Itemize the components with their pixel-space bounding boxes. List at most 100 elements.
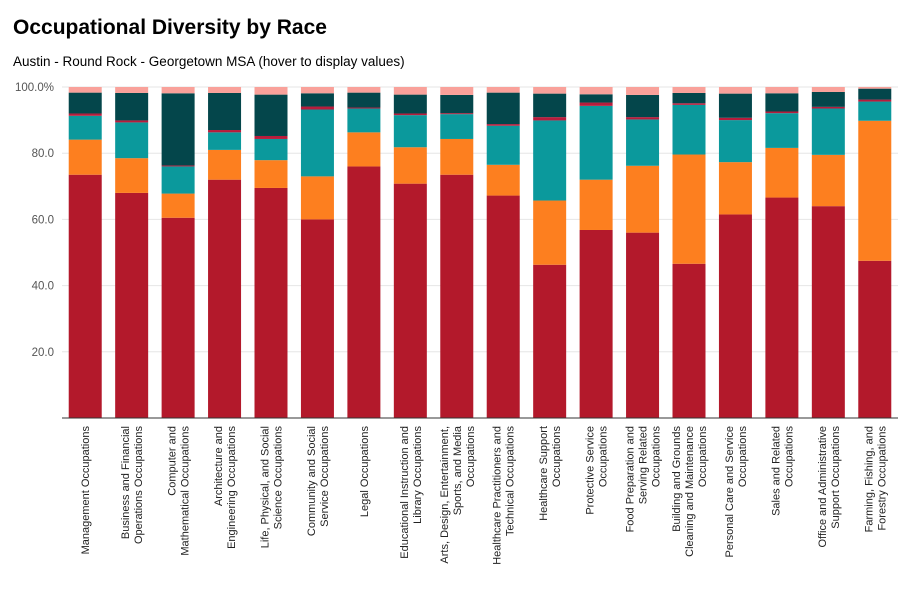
bar-segment[interactable]: 10.8 xyxy=(115,122,149,159)
bar-segment[interactable]: 70.8 xyxy=(393,183,427,418)
bar-segment[interactable]: 2.4 xyxy=(440,87,474,95)
bar-segment[interactable]: 0.6 xyxy=(115,120,149,123)
bar-segment[interactable]: 1.7 xyxy=(68,87,102,93)
bar-segment[interactable]: 1.7 xyxy=(347,87,381,93)
bar-segment[interactable]: 10.5 xyxy=(765,113,799,148)
bar-segment[interactable]: 5.8 xyxy=(858,101,892,121)
bar-segment[interactable]: 9.5 xyxy=(486,92,520,125)
bar-segment[interactable]: 20.2 xyxy=(300,109,334,177)
bar-segment[interactable]: 6.4 xyxy=(254,138,288,161)
bar-segment[interactable]: 56 xyxy=(626,232,660,418)
bar-segment[interactable]: 33 xyxy=(672,154,706,264)
bar-segment[interactable]: 1.9 xyxy=(300,87,334,94)
bar-segment[interactable]: 56.8 xyxy=(579,229,613,418)
bar-segment[interactable]: 0.5 xyxy=(811,106,845,109)
bar-segment[interactable]: 0.5 xyxy=(858,87,892,89)
bar-segment[interactable]: 15 xyxy=(672,104,706,155)
bar-segment[interactable]: 10.8 xyxy=(440,138,474,175)
bar-segment[interactable]: 11.2 xyxy=(208,92,242,131)
bar-segment[interactable]: 1 xyxy=(533,117,567,121)
bar-segment[interactable]: 2 xyxy=(718,87,752,94)
bar-segment[interactable]: 15.5 xyxy=(811,154,845,207)
bar-segment[interactable]: 0.9 xyxy=(300,106,334,110)
bar-segment[interactable]: 24.2 xyxy=(533,120,567,201)
bar-segment[interactable]: 1.8 xyxy=(672,87,706,93)
bar-segment[interactable]: 60.5 xyxy=(161,217,195,418)
bar-segment[interactable]: 7.5 xyxy=(440,114,474,139)
bar-segment[interactable]: 3.1 xyxy=(672,92,706,104)
bar-segment[interactable]: 5.3 xyxy=(208,132,242,150)
bar-segment[interactable]: 19.4 xyxy=(533,200,567,265)
bar-segment[interactable]: 7.2 xyxy=(347,108,381,133)
bar-segment[interactable]: 2.4 xyxy=(626,87,660,95)
bar-segment[interactable]: 2.5 xyxy=(579,94,613,103)
bar-segment[interactable]: 1 xyxy=(579,102,613,106)
bar-segment[interactable]: 73.5 xyxy=(440,174,474,418)
bar-segment[interactable]: 3.3 xyxy=(858,88,892,100)
bar-segment[interactable]: 5.5 xyxy=(765,93,799,112)
bar-segment[interactable]: 13 xyxy=(300,176,334,220)
bar-segment[interactable]: 0.9 xyxy=(254,135,288,139)
bar-segment[interactable]: 14 xyxy=(811,108,845,155)
bar-segment[interactable]: 20.2 xyxy=(626,165,660,233)
bar-segment[interactable]: 0.3 xyxy=(347,107,381,109)
bar-segment[interactable]: 6.7 xyxy=(626,94,660,118)
bar-segment[interactable]: 0.6 xyxy=(858,99,892,102)
bar-segment[interactable]: 10.6 xyxy=(68,139,102,175)
bar-segment[interactable]: 42.3 xyxy=(858,120,892,261)
bar-segment[interactable]: 0.5 xyxy=(672,103,706,105)
bar-segment[interactable]: 69.5 xyxy=(254,187,288,418)
bar-segment[interactable]: 0.7 xyxy=(208,130,242,133)
bar-segment[interactable]: 76 xyxy=(347,166,381,418)
bar-segment[interactable]: 72 xyxy=(208,179,242,418)
bar-segment[interactable]: 15.2 xyxy=(579,179,613,230)
bar-segment[interactable]: 2.2 xyxy=(579,87,613,95)
bar-segment[interactable]: 0.5 xyxy=(765,111,799,114)
bar-segment[interactable]: 73.5 xyxy=(68,174,102,418)
bar-segment[interactable]: 5.5 xyxy=(440,94,474,114)
bar-segment[interactable]: 1.8 xyxy=(115,87,149,93)
bar-segment[interactable]: 15.8 xyxy=(718,162,752,215)
bar-segment[interactable]: 0.7 xyxy=(718,117,752,121)
bar-segment[interactable]: 8.3 xyxy=(115,92,149,121)
bar-segment[interactable]: 5.7 xyxy=(393,94,427,114)
bar-segment[interactable]: 10.3 xyxy=(347,132,381,167)
bar-segment[interactable]: 6.3 xyxy=(68,92,102,114)
bar-segment[interactable]: 66.6 xyxy=(765,197,799,418)
bar-segment[interactable]: 0.5 xyxy=(486,124,520,126)
bar-segment[interactable]: 67.2 xyxy=(486,195,520,418)
bar-segment[interactable]: 0.5 xyxy=(393,113,427,116)
bar-segment[interactable]: 61.5 xyxy=(718,214,752,418)
bar-segment[interactable]: 7.1 xyxy=(533,93,567,118)
bar-segment[interactable]: 7.2 xyxy=(68,115,102,140)
bar-segment[interactable]: 0.3 xyxy=(161,165,195,167)
bar-segment[interactable]: 7.3 xyxy=(718,93,752,118)
bar-segment[interactable]: 1.9 xyxy=(161,87,195,94)
bar-segment[interactable]: 11.8 xyxy=(486,125,520,165)
bar-segment[interactable]: 46.3 xyxy=(533,264,567,418)
bar-segment[interactable]: 8.4 xyxy=(254,160,288,188)
bar-segment[interactable]: 9.7 xyxy=(393,115,427,148)
bar-segment[interactable]: 64 xyxy=(811,206,845,418)
bar-segment[interactable]: 22.3 xyxy=(579,105,613,180)
bar-segment[interactable]: 68 xyxy=(115,192,149,418)
bar-segment[interactable]: 15 xyxy=(765,147,799,198)
bar-segment[interactable]: 0.7 xyxy=(68,113,102,116)
bar-segment[interactable]: 1.5 xyxy=(811,87,845,92)
bar-segment[interactable]: 46.6 xyxy=(672,263,706,418)
bar-segment[interactable]: 1.7 xyxy=(486,87,520,93)
bar-segment[interactable]: 2.3 xyxy=(254,87,288,95)
bar-segment[interactable]: 12.5 xyxy=(254,94,288,136)
bar-segment[interactable]: 4.5 xyxy=(811,91,845,107)
bar-segment[interactable]: 10.5 xyxy=(115,158,149,193)
bar-segment[interactable]: 9.3 xyxy=(486,164,520,196)
bar-segment[interactable]: 11 xyxy=(393,147,427,184)
bar-segment[interactable]: 9 xyxy=(208,149,242,180)
bar-segment[interactable]: 12.7 xyxy=(718,120,752,163)
bar-segment[interactable]: 1.9 xyxy=(765,87,799,94)
bar-segment[interactable]: 8.2 xyxy=(161,166,195,194)
bar-segment[interactable]: 2 xyxy=(533,87,567,94)
bar-segment[interactable]: 7.3 xyxy=(161,193,195,218)
bar-segment[interactable]: 47.5 xyxy=(858,260,892,418)
